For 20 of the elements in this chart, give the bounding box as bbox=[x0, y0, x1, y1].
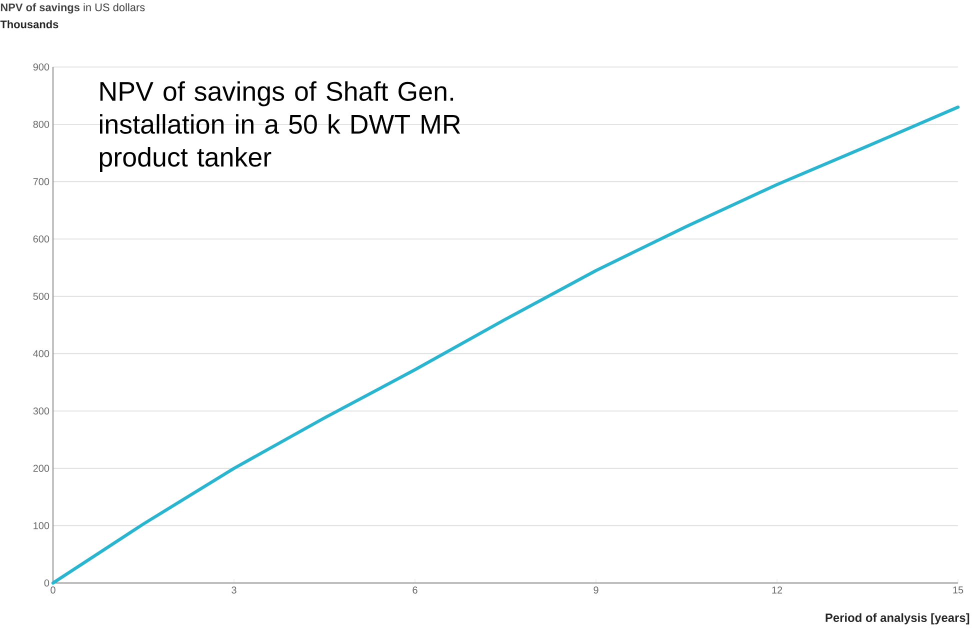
x-axis-title: Period of analysis [years] bbox=[826, 613, 970, 624]
x-tick-label: 0 bbox=[50, 586, 56, 594]
y-axis-title: Thousands bbox=[0, 20, 58, 28]
chart-title: NPV of savings in US dollars bbox=[0, 3, 145, 14]
y-tick-label: 500 bbox=[33, 292, 50, 300]
y-tick-label: 300 bbox=[33, 407, 50, 415]
y-tick-label: 400 bbox=[33, 350, 50, 358]
x-tick-label: 15 bbox=[953, 586, 964, 594]
y-tick-label: 100 bbox=[34, 522, 50, 530]
y-tick-label: 900 bbox=[33, 63, 50, 71]
y-tick-label: 600 bbox=[33, 235, 50, 243]
x-tick-label: 6 bbox=[412, 586, 418, 594]
x-tick-label: 9 bbox=[594, 586, 598, 594]
x-tick-label: 12 bbox=[772, 586, 782, 594]
y-tick-label: 800 bbox=[33, 120, 50, 128]
y-tick-label: 200 bbox=[33, 464, 50, 472]
x-tick-label: 3 bbox=[232, 586, 236, 594]
y-tick-label: 0 bbox=[44, 579, 50, 587]
annotation: NPV of savings of Shaft Gen. installation in a 50 k DWT MR product tanker bbox=[100, 81, 460, 172]
y-tick-label: 700 bbox=[33, 178, 50, 186]
